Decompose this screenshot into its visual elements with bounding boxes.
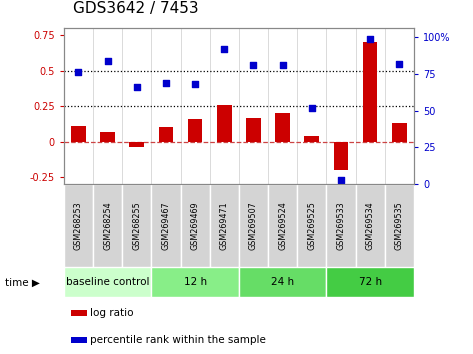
Bar — [188, 119, 202, 142]
Bar — [151, 267, 239, 297]
Bar — [239, 184, 268, 267]
Text: GSM269525: GSM269525 — [307, 201, 316, 250]
Point — [191, 81, 199, 87]
Point — [279, 62, 286, 68]
Point — [220, 46, 228, 52]
Point — [366, 36, 374, 41]
Text: log ratio: log ratio — [90, 308, 133, 318]
Text: GSM269534: GSM269534 — [366, 201, 375, 250]
Point — [133, 84, 140, 90]
Bar — [71, 337, 87, 343]
Text: GSM269533: GSM269533 — [336, 201, 345, 250]
Point — [104, 58, 112, 63]
Point — [395, 61, 403, 67]
Bar — [71, 310, 87, 316]
Bar — [326, 184, 356, 267]
Bar — [100, 132, 115, 142]
Bar — [181, 184, 210, 267]
Text: GSM269471: GSM269471 — [220, 201, 229, 250]
Bar — [246, 118, 261, 142]
Text: GDS3642 / 7453: GDS3642 / 7453 — [73, 1, 199, 16]
Text: GSM269535: GSM269535 — [395, 201, 404, 250]
Bar — [326, 267, 414, 297]
Text: GSM269524: GSM269524 — [278, 201, 287, 250]
Text: GSM268255: GSM268255 — [132, 201, 141, 250]
Bar — [71, 126, 86, 142]
Bar — [333, 142, 348, 170]
Bar — [385, 184, 414, 267]
Bar — [217, 105, 232, 142]
Text: GSM269469: GSM269469 — [191, 201, 200, 250]
Bar — [93, 184, 122, 267]
Text: GSM268253: GSM268253 — [74, 201, 83, 250]
Bar — [64, 184, 93, 267]
Bar — [64, 267, 151, 297]
Bar — [151, 184, 181, 267]
Point — [337, 177, 345, 183]
Point — [162, 80, 170, 86]
Text: GSM268254: GSM268254 — [103, 201, 112, 250]
Text: time ▶: time ▶ — [5, 277, 40, 287]
Text: percentile rank within the sample: percentile rank within the sample — [90, 335, 266, 345]
Bar — [297, 184, 326, 267]
Point — [250, 62, 257, 68]
Bar — [122, 184, 151, 267]
Bar — [363, 42, 377, 142]
Bar — [392, 123, 407, 142]
Text: GSM269507: GSM269507 — [249, 201, 258, 250]
Point — [308, 105, 315, 110]
Bar — [210, 184, 239, 267]
Bar — [268, 184, 297, 267]
Bar — [275, 113, 290, 142]
Bar — [130, 142, 144, 147]
Bar — [356, 184, 385, 267]
Text: 12 h: 12 h — [184, 277, 207, 287]
Text: GSM269467: GSM269467 — [161, 201, 170, 250]
Bar — [305, 136, 319, 142]
Text: 24 h: 24 h — [271, 277, 294, 287]
Bar — [158, 127, 173, 142]
Bar — [239, 267, 326, 297]
Point — [75, 70, 82, 75]
Text: 72 h: 72 h — [359, 277, 382, 287]
Text: baseline control: baseline control — [66, 277, 149, 287]
